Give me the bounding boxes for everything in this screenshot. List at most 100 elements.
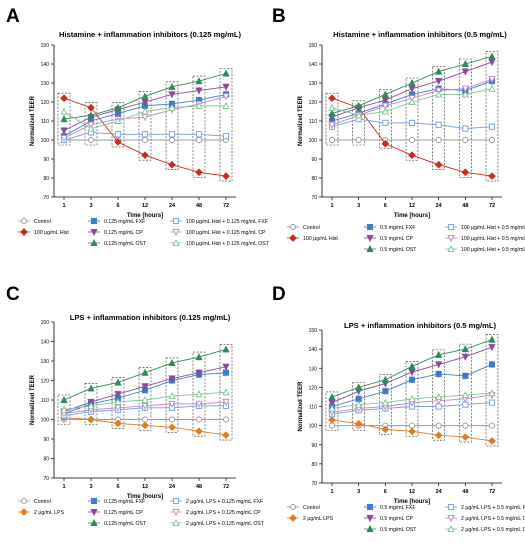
- data-point: [408, 85, 416, 93]
- y-tick-label: 150: [41, 320, 50, 326]
- y-tick-label: 120: [41, 379, 50, 385]
- data-point: [408, 98, 416, 106]
- data-point: [488, 84, 496, 92]
- legend-marker: [90, 217, 98, 225]
- data-point: [60, 396, 68, 404]
- legend-label: 100 µg/mL Hist + 0.5 mg/mL FXF: [461, 225, 525, 231]
- timepoint-box: [405, 77, 419, 161]
- data-point: [195, 131, 203, 138]
- data-point: [114, 131, 122, 138]
- data-point: [114, 103, 122, 111]
- legend-label: 2 µg/mL LPS: [303, 516, 333, 522]
- data-point: [355, 101, 363, 109]
- legend-marker: [20, 217, 28, 225]
- y-tick-label: 130: [41, 81, 50, 87]
- x-tick-label: 12: [409, 203, 415, 209]
- data-point: [328, 392, 336, 400]
- legend-label: 0.125 mg/mL CP: [104, 510, 143, 516]
- y-tick-label: 70: [43, 195, 49, 201]
- y-tick-label: 130: [309, 366, 318, 372]
- legend-label: 0.125 mg/mL FXF: [104, 219, 145, 225]
- data-point: [60, 135, 68, 143]
- x-tick-label: 6: [116, 484, 119, 490]
- data-point: [435, 121, 442, 128]
- data-point: [60, 405, 68, 413]
- x-tick-label: 1: [62, 203, 65, 209]
- data-point: [435, 392, 443, 400]
- timepoint-box: [459, 58, 472, 178]
- data-point: [60, 115, 68, 123]
- data-point: [222, 133, 230, 140]
- data-point: [168, 392, 176, 400]
- data-point: [141, 107, 149, 115]
- data-point: [488, 52, 496, 60]
- data-point: [435, 67, 443, 75]
- y-tick-label: 120: [41, 100, 50, 106]
- data-point: [408, 362, 416, 370]
- data-point: [381, 139, 390, 148]
- data-point: [408, 136, 416, 144]
- data-point: [114, 378, 122, 386]
- legend-label: 0.125 mg/mL FXF: [104, 499, 145, 505]
- timepoint-box: [57, 394, 71, 425]
- data-point: [435, 370, 442, 378]
- x-tick-label: 3: [89, 203, 92, 209]
- x-tick-label: 72: [489, 489, 495, 495]
- legend-marker: [172, 239, 180, 247]
- data-point: [461, 345, 469, 353]
- data-point: [222, 431, 230, 439]
- data-point: [488, 123, 496, 130]
- y-tick-label: 90: [43, 157, 49, 163]
- data-point: [435, 350, 443, 358]
- data-point: [328, 121, 336, 129]
- data-point: [114, 397, 122, 405]
- data-point: [222, 93, 230, 101]
- y-tick-label: 140: [309, 347, 318, 353]
- y-tick-label: 100: [309, 138, 318, 144]
- data-point: [461, 433, 470, 441]
- chart-panel-a: A Histamine + inflammation inhibitors (0.…: [6, 6, 270, 247]
- legend-label: 0.5 mg/mL OST: [380, 527, 417, 533]
- legend-label: 100 µg/mL Hist + 0.5 mg/mL OST: [461, 247, 525, 253]
- panel-label: B: [272, 6, 286, 27]
- y-tick-label: 90: [311, 157, 317, 163]
- data-point: [328, 404, 336, 412]
- data-point: [408, 119, 416, 126]
- data-point: [328, 416, 336, 424]
- data-point: [87, 124, 95, 132]
- data-point: [195, 427, 203, 436]
- y-tick-label: 100: [309, 424, 318, 430]
- legend-marker: [20, 497, 28, 505]
- chart-panel-b: B Histamine + inflammation inhibitors (0.…: [272, 6, 525, 253]
- data-point: [195, 136, 203, 144]
- x-tick-label: 48: [196, 484, 202, 490]
- legend-label: 100 µg/mL Hist + 0.125 mg/mL CP: [186, 230, 266, 236]
- data-point: [60, 127, 68, 135]
- panel-label: C: [6, 284, 20, 305]
- data-point: [462, 136, 469, 144]
- timepoint-box: [459, 343, 472, 443]
- y-tick-label: 140: [41, 340, 50, 346]
- data-point: [461, 168, 470, 177]
- data-point: [114, 391, 122, 399]
- legend-marker: [289, 514, 297, 522]
- timepoint-box: [325, 391, 339, 431]
- data-point: [488, 399, 496, 406]
- legend-label: 0.125 mg/mL OST: [104, 521, 147, 527]
- legend-marker: [90, 228, 98, 236]
- data-point: [114, 419, 122, 428]
- y-tick-label: 140: [309, 62, 318, 68]
- chart-panel-c: C LPS + inflammation inhibitors (0.125 mg…: [6, 284, 265, 527]
- data-point: [381, 90, 389, 98]
- legend-label: 0.125 mg/mL CP: [104, 230, 143, 236]
- x-tick-label: 48: [462, 203, 468, 209]
- data-point: [408, 79, 416, 87]
- data-point: [461, 391, 469, 399]
- legend-marker: [20, 508, 28, 516]
- data-point: [461, 353, 469, 361]
- x-tick-label: 12: [142, 484, 148, 490]
- legend-marker: [172, 217, 180, 225]
- data-point: [168, 131, 176, 138]
- x-axis-label: Time [hours]: [394, 213, 430, 219]
- timepoint-box: [379, 374, 392, 435]
